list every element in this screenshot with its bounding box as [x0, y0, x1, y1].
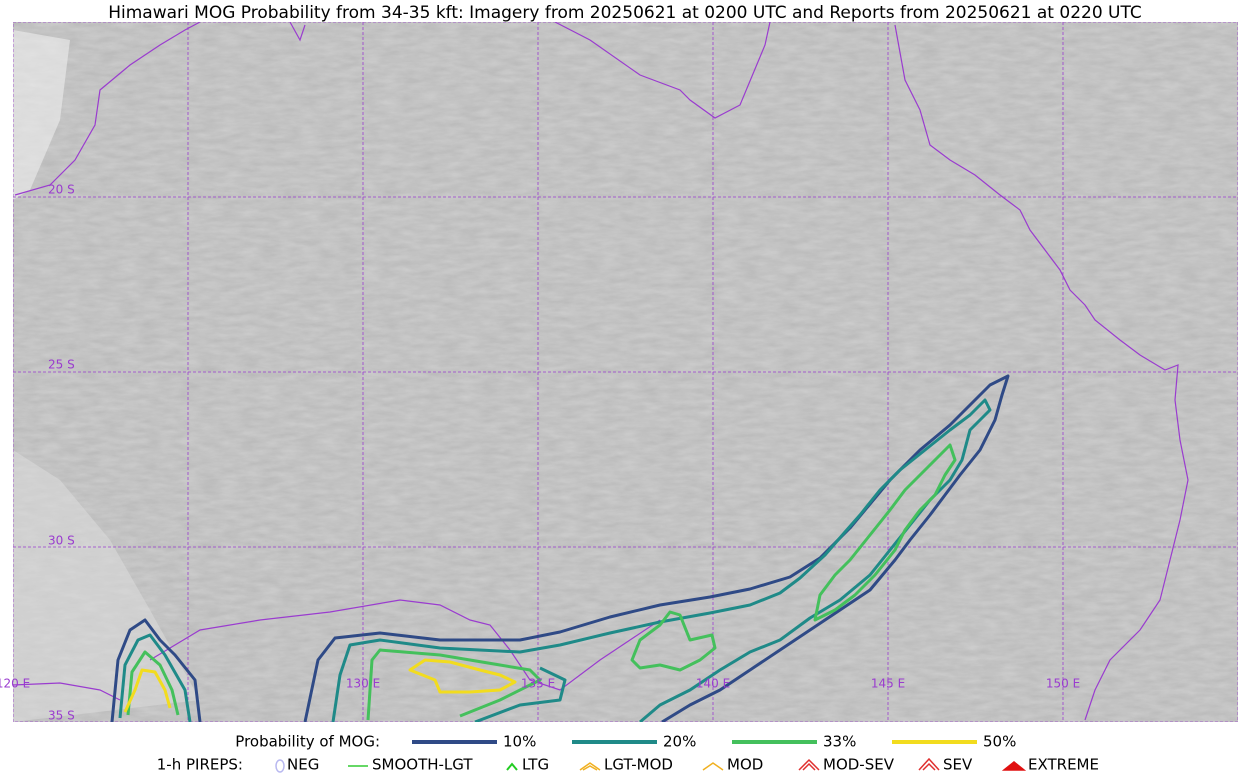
legend-title: Probability of MOG:: [235, 733, 380, 751]
contours: [110, 374, 1010, 722]
pirep-label: SMOOTH-LGT: [372, 756, 473, 774]
contour: [408, 658, 517, 694]
lon-label: 145 E: [871, 677, 905, 691]
lon-label: 135 E: [521, 677, 555, 691]
cloud: [13, 450, 200, 722]
contour: [126, 650, 180, 716]
lat-label: 20 S: [48, 183, 75, 197]
pirep-label: SEV: [943, 756, 973, 774]
contour: [366, 443, 957, 721]
graticule: [13, 22, 1238, 722]
legend-label: 20%: [663, 733, 696, 751]
pirep-icon: [506, 762, 518, 771]
geo-labels: 20 S 25 S 30 S 35 S 120 E 130 E 135 E 140 E 145 …: [0, 183, 1080, 723]
legend-label: 50%: [983, 733, 1016, 751]
contour: [110, 618, 202, 722]
pirep-label: MOD: [727, 756, 763, 774]
pirep-icon: [798, 758, 820, 771]
title: Himawari MOG Probability from 34-35 kft:…: [108, 3, 1142, 23]
pirep-icon: [702, 762, 724, 771]
pirep-icon: [275, 759, 285, 773]
pirep-label: LGT-MOD: [604, 756, 673, 774]
legend: Probability of MOG: 10% 20% 33% 50% 1-h PIREP…: [157, 733, 1099, 774]
contour: [118, 633, 192, 722]
pirep-label: MOD-SEV: [823, 756, 895, 774]
cloud: [13, 30, 70, 200]
pirep-icon: [1001, 761, 1027, 771]
pirep-icon: [579, 762, 601, 771]
pirep-label: EXTREME: [1028, 756, 1099, 774]
lat-label: 35 S: [48, 709, 75, 723]
legend-title: 1-h PIREPS:: [157, 756, 243, 774]
lon-label: 130 E: [346, 677, 380, 691]
contour: [303, 374, 1010, 722]
legend-label: 10%: [503, 733, 536, 751]
lon-label: 140 E: [696, 677, 730, 691]
pirep-icon: [918, 757, 940, 771]
lat-label: 30 S: [48, 534, 75, 548]
lon-label: 150 E: [1046, 677, 1080, 691]
map: [13, 22, 1238, 722]
contour: [123, 668, 172, 713]
lat-label: 25 S: [48, 358, 75, 372]
pirep-label: NEG: [287, 756, 319, 774]
lon-label: 120 E: [0, 677, 30, 691]
pirep-label: LTG: [522, 756, 549, 774]
coastline: [13, 22, 1189, 721]
legend-label: 33%: [823, 733, 856, 751]
